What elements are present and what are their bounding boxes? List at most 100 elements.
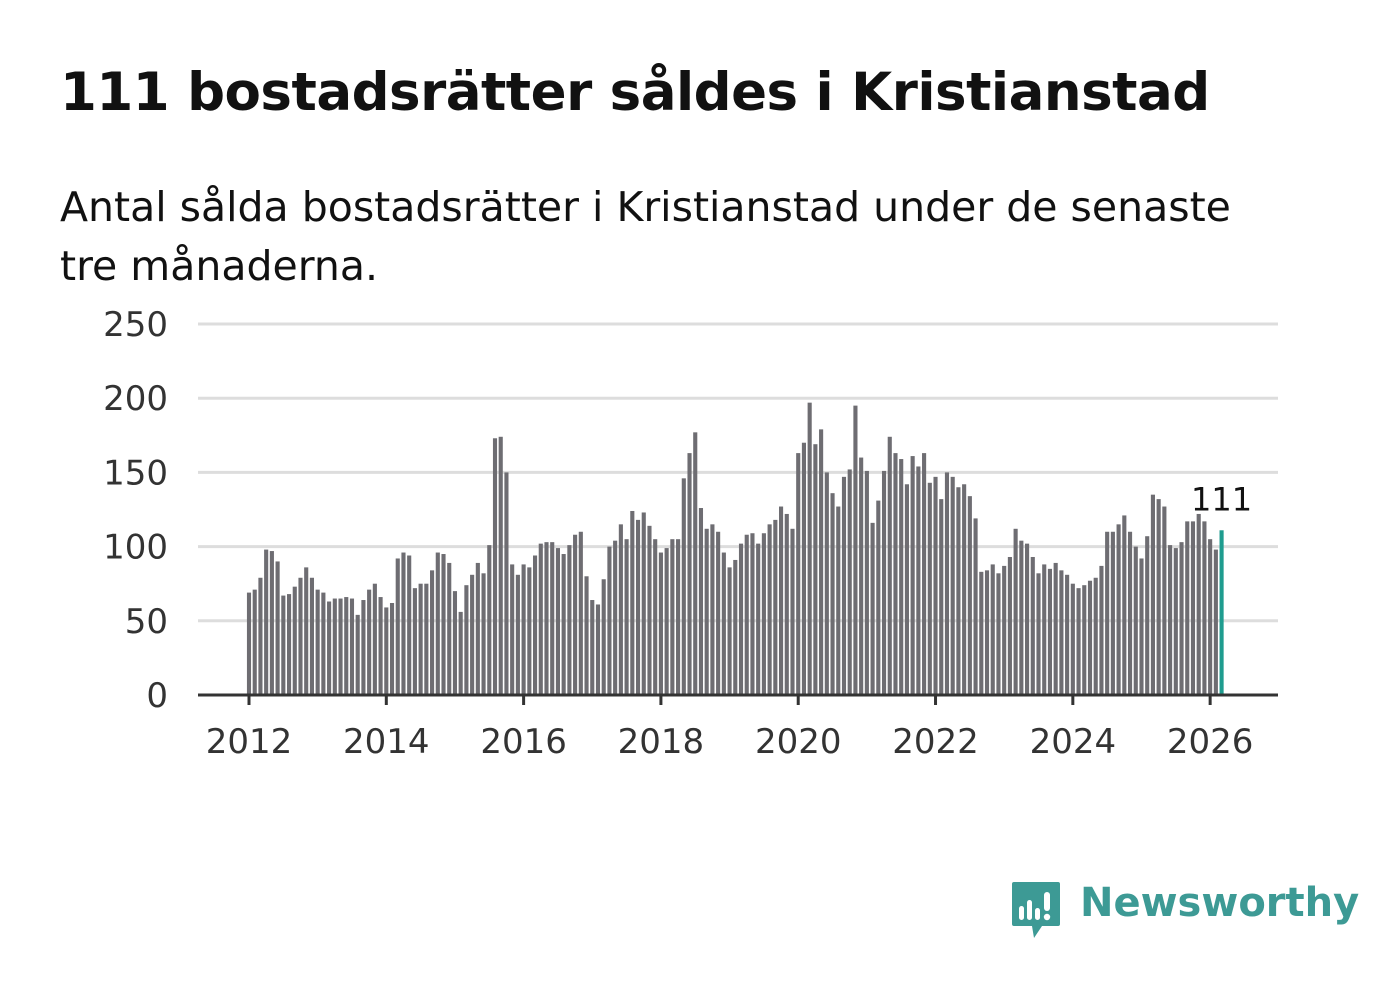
bar <box>292 586 297 695</box>
bar <box>796 453 801 695</box>
bar <box>962 484 967 695</box>
bar <box>841 476 847 695</box>
bar <box>1150 494 1155 695</box>
data-label-latest: 111 <box>1191 480 1252 518</box>
bar <box>258 577 263 695</box>
bar <box>607 546 612 695</box>
bar <box>521 564 526 695</box>
bar <box>704 528 709 695</box>
bar <box>595 604 601 695</box>
chart-subtitle: Antal sålda bostadsrätter i Kristianstad… <box>60 183 1231 290</box>
y-tick-label: 0 <box>146 676 168 716</box>
bar <box>1013 528 1018 695</box>
bar <box>647 525 652 695</box>
bar <box>464 585 469 695</box>
bar <box>1053 562 1058 695</box>
bar <box>1047 568 1053 695</box>
bar <box>870 522 875 695</box>
bar <box>389 602 395 695</box>
bar <box>384 607 389 695</box>
x-tick-label: 2012 <box>206 722 293 762</box>
bar <box>956 487 961 695</box>
bar <box>1133 546 1138 695</box>
bar <box>567 545 572 695</box>
bar <box>618 524 623 695</box>
bar <box>1099 565 1104 695</box>
bar <box>979 571 984 695</box>
bar <box>550 542 555 695</box>
bar <box>1127 531 1133 695</box>
bar <box>498 436 503 695</box>
bar <box>275 561 280 695</box>
bar <box>304 567 309 695</box>
bar <box>515 574 520 695</box>
bar <box>733 559 738 695</box>
bar <box>635 519 641 695</box>
bar <box>286 594 292 695</box>
bar <box>984 570 990 695</box>
bar <box>630 510 635 695</box>
bar <box>1002 565 1007 695</box>
bar <box>378 597 383 695</box>
bar <box>1059 570 1064 695</box>
x-tick-label: 2014 <box>343 722 430 762</box>
bar <box>407 555 412 695</box>
bar <box>309 577 314 695</box>
bar <box>435 552 440 695</box>
bar <box>1145 536 1150 695</box>
bar <box>1076 588 1081 695</box>
bar <box>395 558 400 695</box>
bar <box>1087 580 1093 695</box>
bar <box>412 588 417 695</box>
y-axis-ticks: 0 50 100 150 200 250 <box>103 305 168 716</box>
bar <box>807 402 812 695</box>
x-tick-label: 2026 <box>1167 722 1254 762</box>
bar <box>721 552 726 695</box>
bar <box>1168 545 1173 695</box>
y-tick-label: 200 <box>103 379 168 419</box>
bar <box>859 457 864 695</box>
bar <box>475 562 480 695</box>
bar <box>744 534 749 695</box>
bar <box>1093 577 1098 695</box>
bar <box>784 513 789 695</box>
bar <box>601 579 606 695</box>
bar <box>658 552 663 695</box>
bar <box>458 611 463 695</box>
bar <box>761 533 766 695</box>
bar <box>544 542 549 695</box>
bar <box>578 531 583 695</box>
bar <box>561 554 566 695</box>
bar <box>676 539 681 695</box>
x-tick-label: 2018 <box>618 722 705 762</box>
bar <box>1065 574 1070 695</box>
bar <box>853 405 858 695</box>
bar <box>1208 539 1213 695</box>
bar <box>1030 556 1035 695</box>
bar <box>430 570 435 695</box>
bar <box>1082 585 1087 695</box>
bar <box>927 482 932 695</box>
bar <box>773 519 778 695</box>
bar <box>1196 513 1201 695</box>
bar <box>687 453 692 695</box>
bar <box>492 438 498 695</box>
bar <box>716 531 721 695</box>
bar <box>1105 531 1110 695</box>
bar <box>441 554 446 695</box>
bar <box>801 442 807 695</box>
bar <box>1042 564 1047 695</box>
bar <box>281 595 286 695</box>
bar <box>349 598 355 695</box>
bar <box>470 574 475 695</box>
bar <box>670 539 675 695</box>
bar <box>1156 499 1161 695</box>
x-tick-label: 2020 <box>755 722 842 762</box>
bar <box>881 470 887 695</box>
bar <box>738 543 744 695</box>
bar <box>372 583 377 695</box>
x-axis-ticks: 2012 2014 2016 2018 2020 2022 2024 2026 <box>206 695 1254 762</box>
bar <box>778 506 784 695</box>
bar <box>750 533 755 695</box>
bar <box>1070 583 1075 695</box>
